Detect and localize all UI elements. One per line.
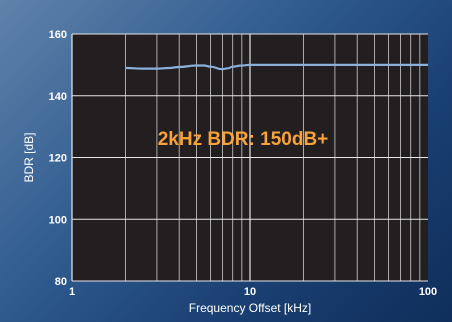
y-tick-label: 120 [49,153,67,165]
x-axis-label: Frequency Offset [kHz] [189,301,312,315]
x-tick-label: 100 [419,286,437,298]
y-tick-label: 80 [55,276,67,288]
y-axis-label: BDR [dB] [22,132,36,182]
y-tick-label: 100 [49,214,67,226]
series-line [125,63,428,71]
y-tick-label: 160 [49,29,67,41]
grid-lines [71,33,428,282]
tick-labels: 80 100 120 140 160 1 10 100 [49,29,438,298]
x-tick-label: 10 [244,286,256,298]
y-tick-label: 140 [49,91,67,103]
x-tick-label: 1 [69,286,75,298]
chart-annotation: 2kHz BDR: 150dB+ [158,129,329,150]
